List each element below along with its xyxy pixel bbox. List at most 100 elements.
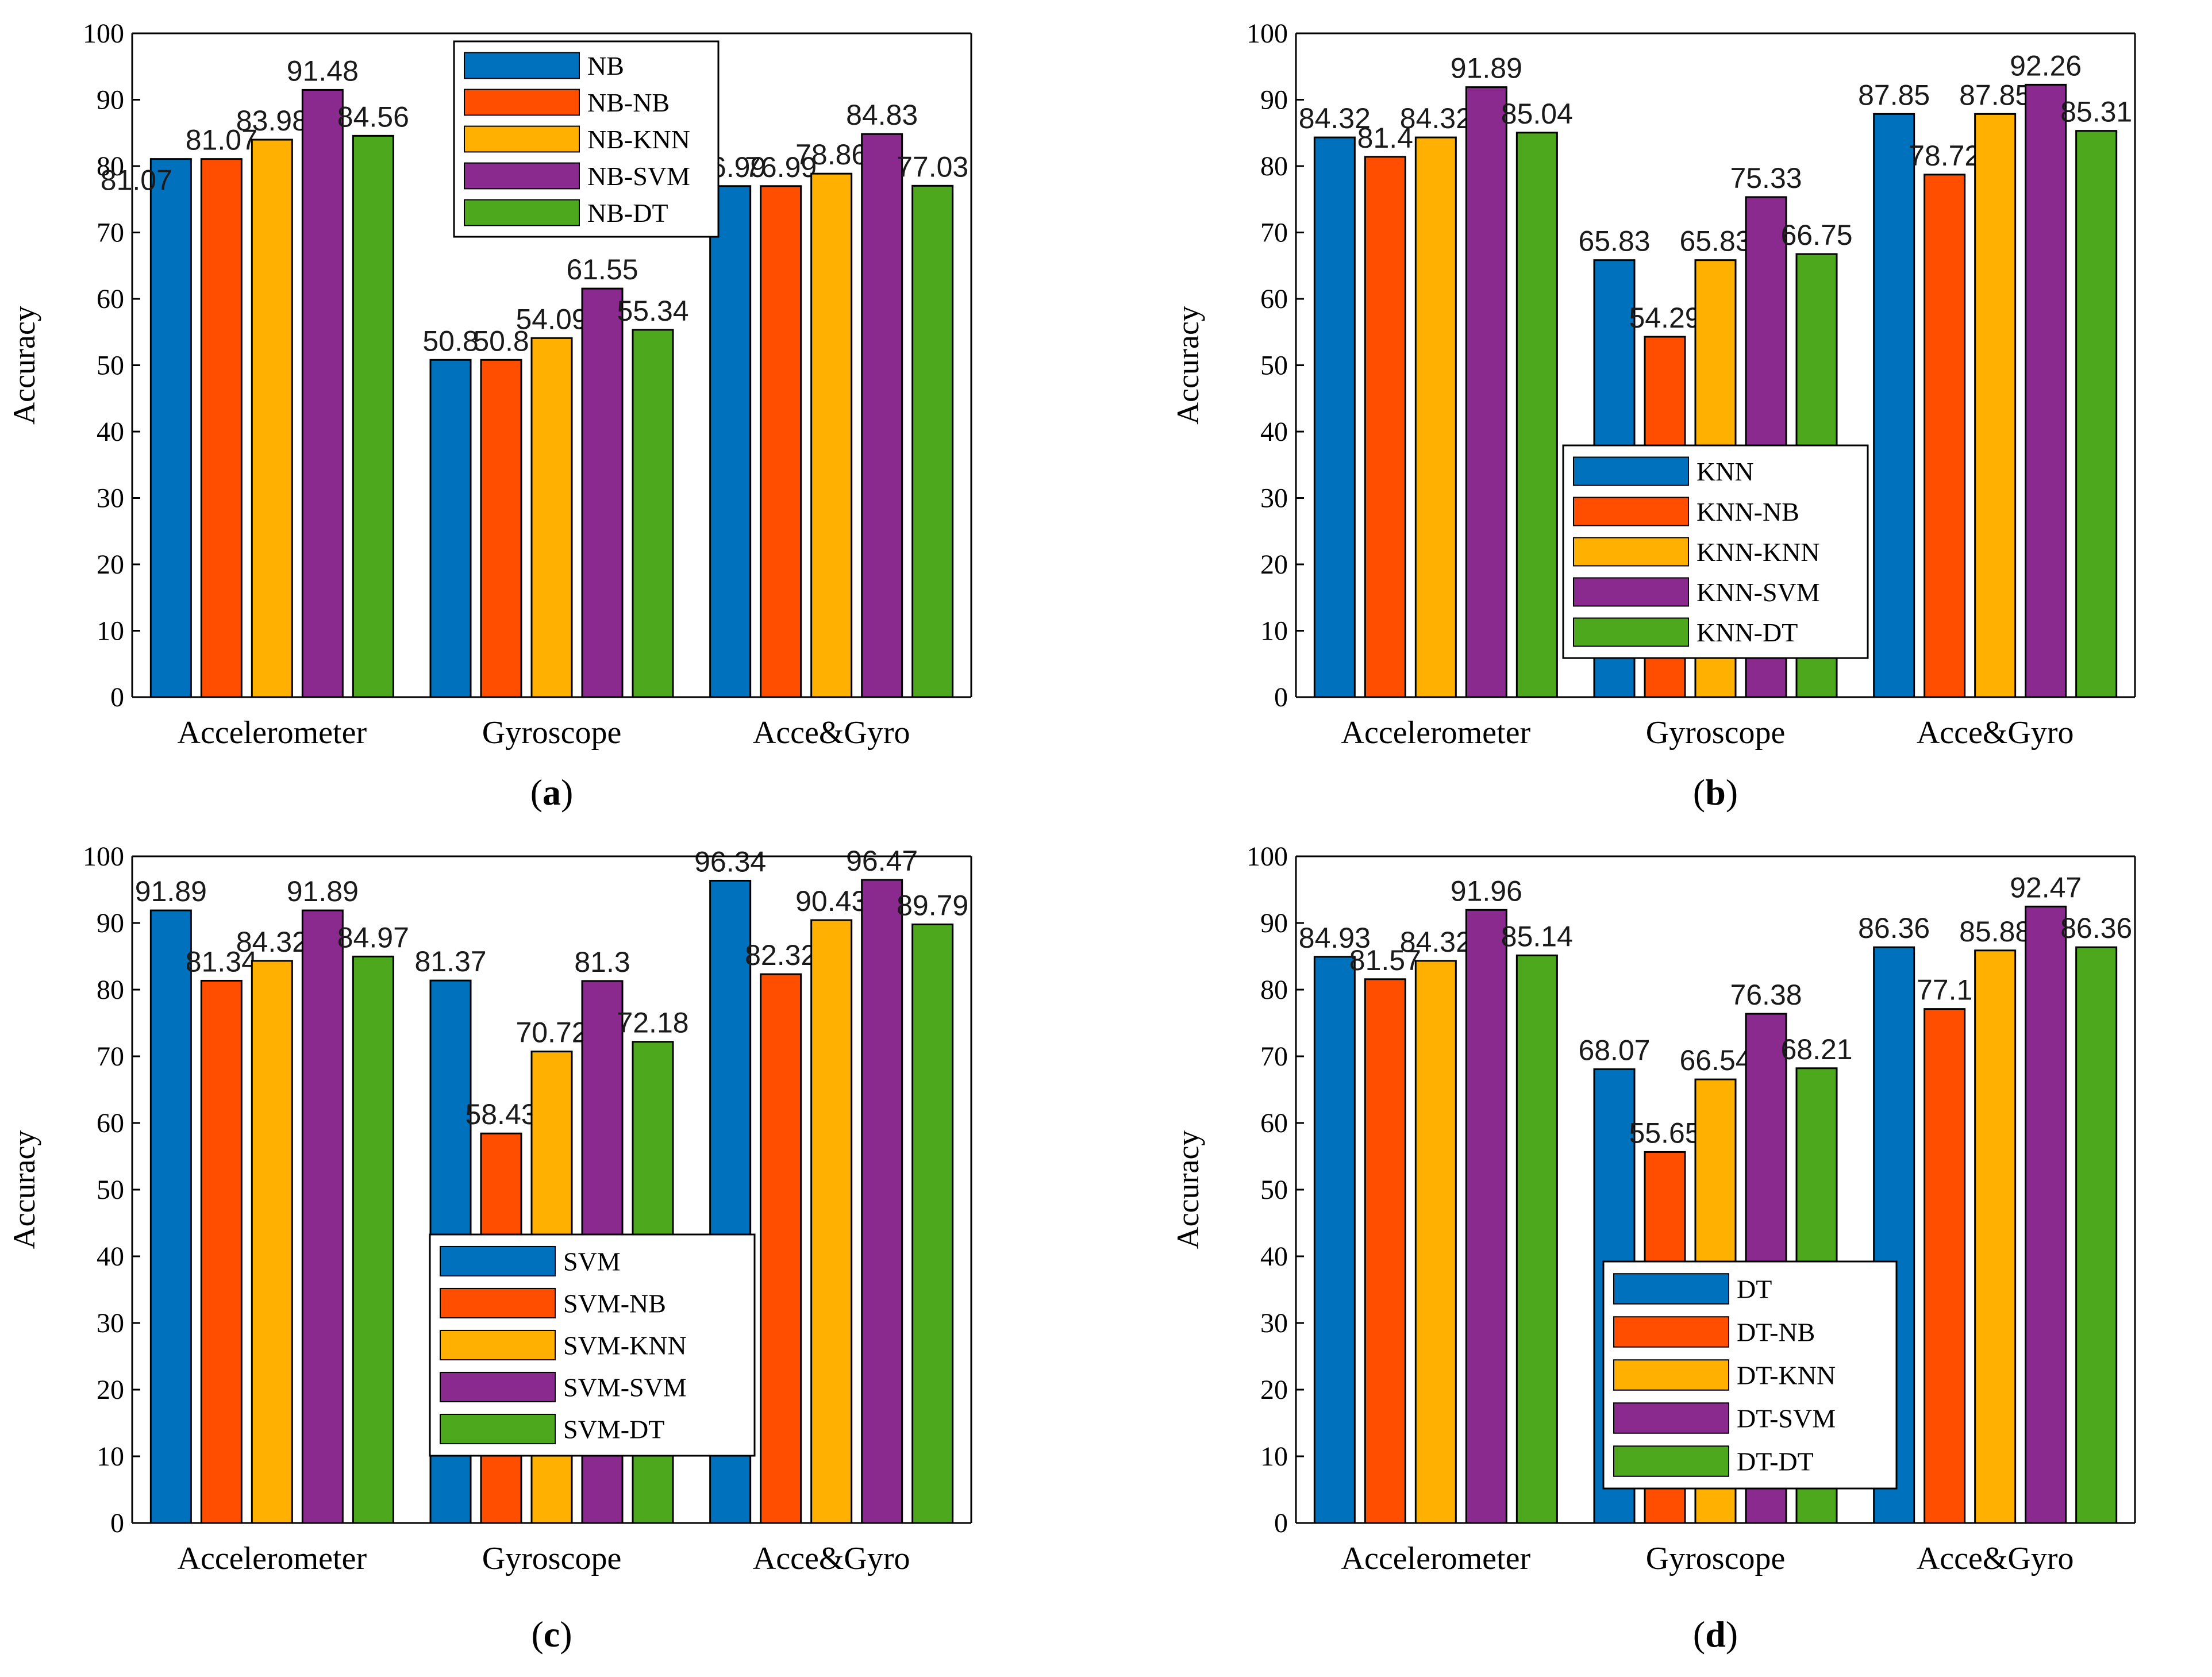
- bar-nb-2: [709, 185, 752, 698]
- bar-knn-nb-0: [1364, 156, 1406, 698]
- y-tick-label: 60: [1260, 284, 1288, 314]
- bar-knn-svm-2: [2025, 83, 2067, 698]
- bar-dt-knn-2: [1974, 949, 2017, 1524]
- x-tick-label: Gyroscope: [482, 715, 622, 751]
- data-label: 85.31: [2060, 96, 2132, 128]
- bar-nb-nb-0: [200, 158, 243, 698]
- y-tick-label: 100: [1247, 18, 1288, 49]
- data-label: 55.34: [617, 295, 688, 327]
- bar-knn-nb-2: [1924, 174, 1966, 698]
- y-tick-label: 90: [97, 908, 124, 938]
- legend-swatch-svm-svm: [440, 1371, 556, 1403]
- y-tick-label: 10: [1260, 1441, 1288, 1472]
- legend-label-nb-svm: NB-SVM: [587, 161, 690, 191]
- bar-nb-knn-2: [810, 172, 853, 698]
- data-label: 77.03: [897, 151, 968, 183]
- bar-dt-knn-0: [1414, 960, 1457, 1524]
- bar-nb-knn-1: [530, 337, 573, 698]
- bar-svm-nb-2: [760, 973, 802, 1524]
- legend-label-knn-dt: KNN-DT: [1696, 618, 1798, 647]
- legend-label-dt-svm: DT-SVM: [1737, 1404, 1836, 1433]
- data-label: 70.72: [516, 1017, 587, 1049]
- data-label: 50.8: [473, 325, 529, 357]
- legend-swatch-nb-nb: [464, 89, 580, 116]
- data-label: 54.09: [516, 303, 587, 335]
- data-label: 91.89: [135, 875, 207, 907]
- data-label: 81.07: [101, 164, 172, 197]
- data-label: 66.75: [1780, 219, 1852, 251]
- data-label: 77.1: [1917, 974, 1972, 1006]
- y-tick-label: 0: [110, 682, 124, 713]
- legend-label-knn: KNN: [1696, 457, 1754, 486]
- y-tick-label: 0: [1274, 1508, 1288, 1538]
- bar-dt-nb-0: [1364, 978, 1406, 1524]
- legend-swatch-knn-svm: [1573, 577, 1689, 607]
- data-label: 61.55: [566, 253, 638, 286]
- y-tick-label: 10: [97, 616, 124, 647]
- data-label: 87.85: [1959, 79, 2031, 111]
- data-label: 76.38: [1730, 979, 1802, 1011]
- data-label: 83.98: [236, 105, 308, 137]
- y-tick-label: 30: [97, 483, 124, 514]
- bar-knn-2: [1873, 113, 1915, 698]
- y-tick-label: 40: [97, 417, 124, 447]
- y-tick-label: 10: [1260, 616, 1288, 647]
- data-label: 81.57: [1349, 944, 1421, 976]
- bar-svm-nb-0: [200, 979, 243, 1524]
- bar-nb-nb-2: [760, 185, 802, 698]
- bar-svm-knn-2: [810, 919, 853, 1524]
- bar-dt-svm-2: [2025, 905, 2067, 1524]
- legend-label-dt-dt: DT-DT: [1737, 1447, 1814, 1476]
- data-label: 76.99: [745, 151, 817, 183]
- bar-nb-knn-0: [251, 139, 293, 698]
- legend-label-svm: SVM: [563, 1247, 621, 1276]
- bar-knn-knn-2: [1974, 113, 2017, 698]
- y-tick-label: 70: [1260, 218, 1288, 248]
- y-tick-label: 70: [1260, 1041, 1288, 1072]
- bar-knn-dt-2: [2075, 130, 2118, 698]
- legend-label-dt-knn: DT-KNN: [1737, 1361, 1836, 1390]
- data-label: 89.79: [897, 889, 968, 921]
- chart-panel-d: 0 10 20 30 40 50 60 70 80 90 100 Accuracy 84.9381.57…: [1171, 841, 2136, 1655]
- y-tick-label: 30: [1260, 1308, 1288, 1338]
- bar-nb-dt-1: [632, 329, 674, 698]
- y-tick-label: 50: [1260, 351, 1288, 381]
- y-tick-label: 50: [1260, 1175, 1288, 1205]
- data-label: 92.26: [2010, 49, 2082, 82]
- data-label: 84.32: [1400, 926, 1472, 958]
- bar-svm-svm-0: [301, 909, 344, 1524]
- legend-swatch-nb: [464, 52, 580, 79]
- legend-swatch-knn-knn: [1573, 537, 1689, 567]
- bar-nb-dt-0: [352, 134, 394, 698]
- legend-label-knn-nb: KNN-NB: [1696, 497, 1799, 526]
- y-tick-label: 50: [97, 1175, 124, 1205]
- legend-label-dt: DT: [1737, 1275, 1772, 1304]
- legend-label-nb: NB: [587, 51, 624, 80]
- x-tick-label: Accelerometer: [178, 715, 367, 751]
- bar-nb-svm-1: [581, 287, 624, 698]
- data-label: 82.32: [745, 939, 817, 971]
- y-axis-label: Accuracy: [1171, 1130, 1205, 1249]
- bar-svm-0: [149, 909, 192, 1524]
- legend-label-svm-svm: SVM-SVM: [563, 1373, 687, 1402]
- bar-knn-0: [1313, 136, 1356, 698]
- data-label: 90.43: [795, 885, 867, 917]
- data-label: 85.04: [1501, 98, 1573, 130]
- y-tick-label: 30: [1260, 483, 1288, 514]
- x-tick-label: Acce&Gyro: [753, 715, 910, 751]
- data-label: 85.88: [1959, 916, 2031, 948]
- data-label: 72.18: [617, 1007, 688, 1039]
- legend-label-nb-nb: NB-NB: [587, 88, 670, 117]
- legend-swatch-svm-knn: [440, 1329, 556, 1361]
- data-label: 81.34: [186, 945, 257, 978]
- legend-swatch-knn-dt: [1573, 617, 1689, 647]
- y-tick-label: 0: [110, 1508, 124, 1538]
- y-tick-label: 90: [1260, 85, 1288, 116]
- y-tick-label: 20: [97, 549, 124, 580]
- y-tick-label: 10: [97, 1441, 124, 1472]
- bar-svm-dt-0: [352, 955, 394, 1524]
- data-label: 75.33: [1730, 162, 1802, 194]
- y-tick-label: 80: [97, 975, 124, 1005]
- y-tick-label: 70: [97, 218, 124, 248]
- bar-knn-knn-0: [1414, 136, 1457, 698]
